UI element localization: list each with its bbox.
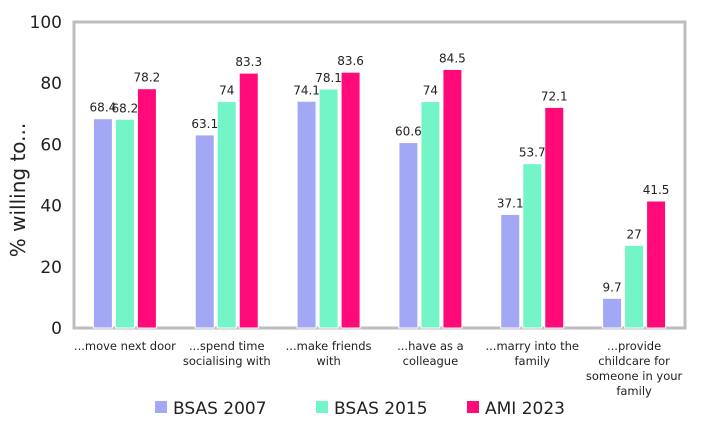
bar	[500, 213, 521, 329]
data-label: 74.1	[293, 83, 320, 97]
category-label: socialising with	[183, 354, 271, 368]
category-label: ...make friends	[286, 339, 372, 353]
plot-frame	[72, 20, 687, 330]
category-label: colleague	[403, 354, 459, 368]
category-label: ...marry into the	[486, 339, 580, 353]
bar	[646, 200, 667, 329]
y-tick-label: 0	[51, 319, 62, 339]
legend-swatch	[155, 401, 167, 413]
y-axis-ticks: 0 20 40 60 80 100	[30, 13, 62, 339]
data-label: 9.7	[603, 280, 622, 294]
category-label: childcare for	[598, 354, 670, 368]
legend-label: BSAS 2015	[334, 399, 428, 419]
data-label: 37.1	[497, 196, 524, 210]
legend-item: BSAS 2007	[155, 399, 267, 419]
data-label: 83.6	[337, 54, 364, 68]
bars	[92, 68, 667, 329]
bar	[442, 68, 463, 329]
y-tick-label: 100	[30, 13, 62, 33]
category-labels: ...move next door ...spend timesocialisin…	[74, 339, 683, 398]
bar	[92, 118, 113, 329]
y-axis-label: % willing to...	[6, 123, 30, 257]
legend-label: BSAS 2007	[173, 399, 267, 419]
category-label: family	[616, 384, 652, 398]
category-label: ...have as a	[397, 339, 464, 353]
bar	[194, 134, 215, 329]
bar	[136, 88, 157, 329]
category-label: someone in your	[586, 369, 683, 383]
category-label: ...move next door	[74, 339, 176, 353]
data-label: 63.1	[191, 117, 218, 131]
legend-swatch	[467, 401, 479, 413]
data-label: 53.7	[519, 146, 546, 160]
bar	[398, 142, 419, 329]
bar	[624, 244, 645, 329]
bar	[420, 101, 441, 329]
data-label: 68.2	[112, 101, 139, 115]
data-label: 72.1	[541, 89, 568, 103]
y-tick-label: 60	[40, 135, 62, 155]
data-label: 68.4	[90, 101, 117, 115]
bar	[602, 297, 623, 329]
bar	[522, 163, 543, 329]
category-label: ...spend time	[189, 339, 265, 353]
data-label: 74	[423, 84, 438, 98]
data-label: 41.5	[643, 183, 670, 197]
category-label: ...provide	[607, 339, 661, 353]
bar	[114, 118, 135, 329]
data-labels: 68.468.2 78.2 63.1 74 83.3 74.178.1 83.6 60.6 74…	[90, 51, 670, 294]
data-label: 83.3	[235, 55, 262, 69]
y-tick-label: 80	[40, 74, 62, 94]
data-label: 27	[626, 227, 641, 241]
legend-swatch	[316, 401, 328, 413]
category-label: with	[316, 354, 340, 368]
bar	[318, 88, 339, 329]
bar	[544, 106, 565, 329]
bar	[238, 72, 259, 329]
bar	[216, 101, 237, 329]
data-label: 74	[219, 84, 234, 98]
y-tick-label: 40	[40, 197, 62, 217]
y-tick-label: 20	[40, 258, 62, 278]
bar	[340, 71, 361, 329]
data-label: 84.5	[439, 51, 466, 65]
legend-item: BSAS 2015	[316, 399, 428, 419]
data-label: 78.2	[134, 71, 161, 85]
legend-label: AMI 2023	[485, 399, 565, 419]
bar	[296, 100, 317, 329]
data-label: 78.1	[315, 71, 342, 85]
data-label: 60.6	[395, 125, 422, 139]
category-label: family	[515, 354, 551, 368]
legend-item: AMI 2023	[467, 399, 565, 419]
legend: BSAS 2007 BSAS 2015 AMI 2023	[155, 399, 565, 419]
